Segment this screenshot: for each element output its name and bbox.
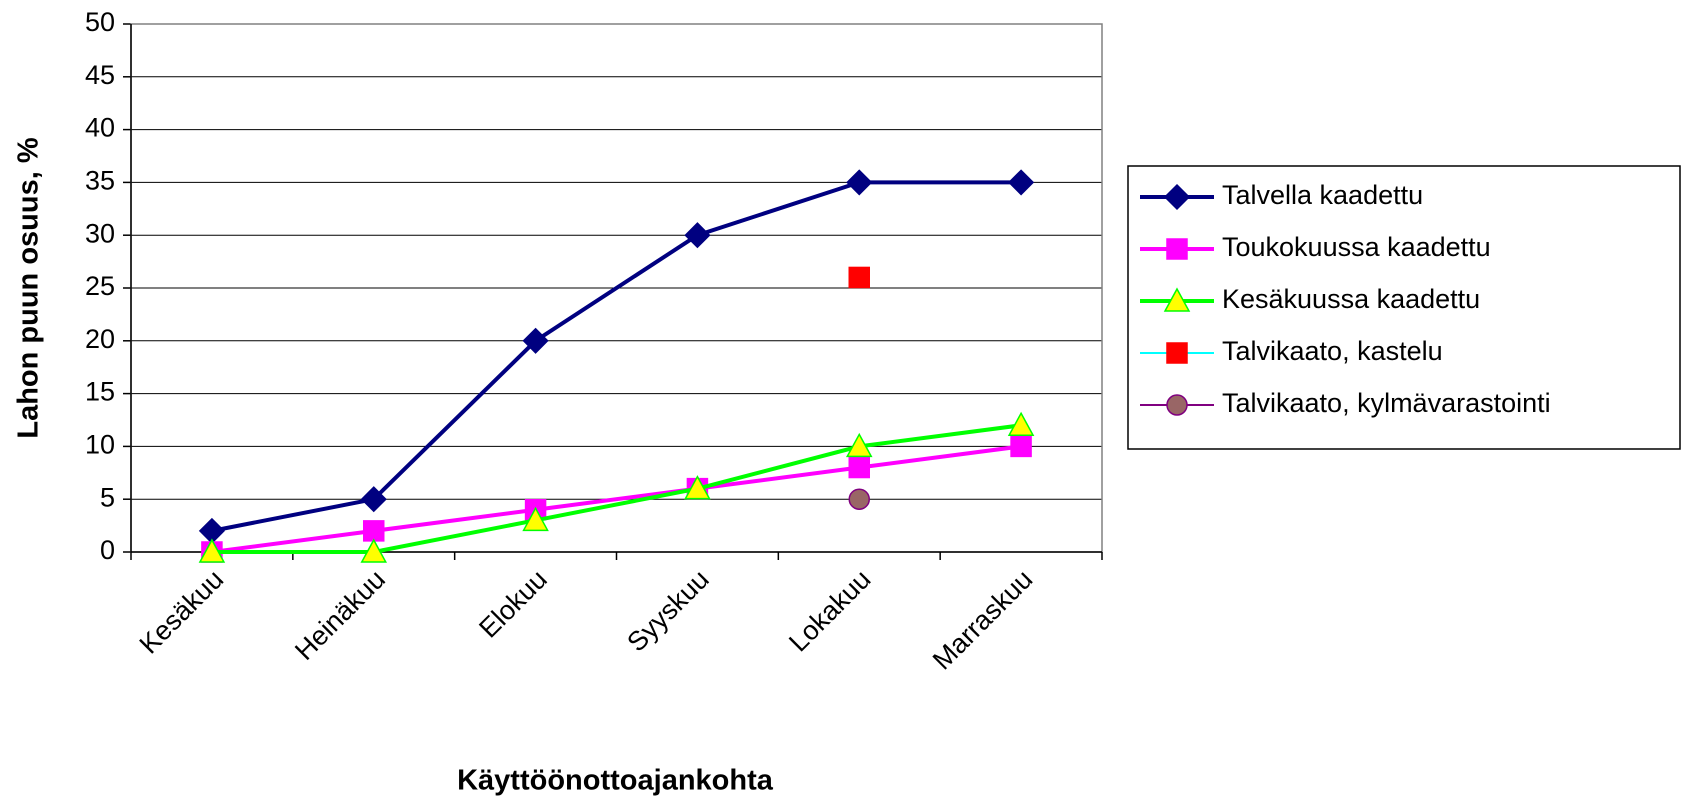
legend-marker — [1166, 238, 1188, 260]
legend-marker — [1163, 287, 1191, 312]
x-tick-label: Syyskuu — [621, 564, 714, 657]
data-point — [522, 506, 549, 532]
data-point — [848, 488, 870, 510]
data-point — [845, 432, 873, 458]
data-point — [848, 266, 870, 289]
legend-marker — [1166, 342, 1188, 364]
data-point — [684, 222, 711, 249]
y-tick-label: 40 — [85, 113, 115, 143]
data-point — [363, 520, 385, 542]
series-line — [211, 444, 1022, 554]
x-tick-label: Elokuu — [473, 564, 553, 644]
y-tick-label: 50 — [85, 7, 115, 37]
data-point — [684, 475, 711, 500]
x-tick-label: Marraskuu — [927, 564, 1038, 675]
legend-marker — [1166, 394, 1188, 416]
legend-label: Talvikaato, kylmävarastointi — [1222, 388, 1551, 418]
data-point — [848, 456, 870, 479]
y-tick-label: 5 — [100, 482, 115, 512]
data-point — [522, 327, 549, 354]
legend-label: Talvella kaadettu — [1222, 180, 1423, 210]
data-point — [360, 486, 387, 513]
y-axis-title: Lahon puun osuus, % — [13, 137, 45, 438]
data-point — [360, 538, 388, 563]
y-tick-label: 25 — [85, 271, 115, 301]
data-point — [198, 538, 226, 563]
y-tick-label: 15 — [85, 377, 115, 407]
legend-label: Kesäkuussa kaadettu — [1222, 284, 1480, 314]
y-tick-label: 0 — [100, 535, 115, 565]
y-tick-label: 30 — [85, 218, 115, 248]
data-point — [1010, 435, 1032, 458]
y-tick-label: 20 — [85, 324, 115, 354]
legend-box — [1127, 165, 1681, 450]
y-tick-label: 35 — [85, 166, 115, 196]
y-tick-label: 10 — [85, 430, 115, 460]
x-tick-label: Heinäkuu — [289, 564, 391, 666]
series-line — [211, 180, 1022, 533]
legend-marker — [1163, 183, 1191, 211]
x-tick-label: Kesäkuu — [134, 564, 230, 660]
data-point — [1008, 169, 1035, 196]
y-tick-label: 45 — [85, 60, 115, 90]
data-point — [1007, 411, 1035, 437]
series-line — [211, 423, 1022, 554]
legend-label: Talvikaato, kastelu — [1222, 336, 1443, 366]
legend-label: Toukokuussa kaadettu — [1222, 232, 1491, 262]
x-tick-label: Lokakuu — [783, 564, 876, 657]
x-axis-title: Käyttöönottoajankohta — [457, 765, 774, 797]
data-point — [846, 169, 873, 196]
